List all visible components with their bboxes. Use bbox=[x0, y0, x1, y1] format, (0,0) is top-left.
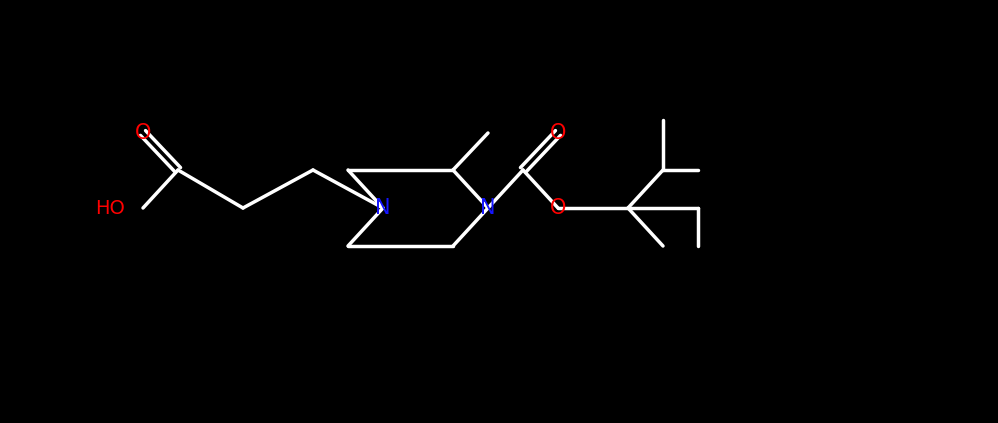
Text: HO: HO bbox=[95, 198, 125, 217]
Text: O: O bbox=[550, 123, 566, 143]
Text: O: O bbox=[550, 198, 566, 218]
Text: N: N bbox=[480, 198, 496, 218]
Text: N: N bbox=[375, 198, 391, 218]
Text: O: O bbox=[135, 123, 151, 143]
